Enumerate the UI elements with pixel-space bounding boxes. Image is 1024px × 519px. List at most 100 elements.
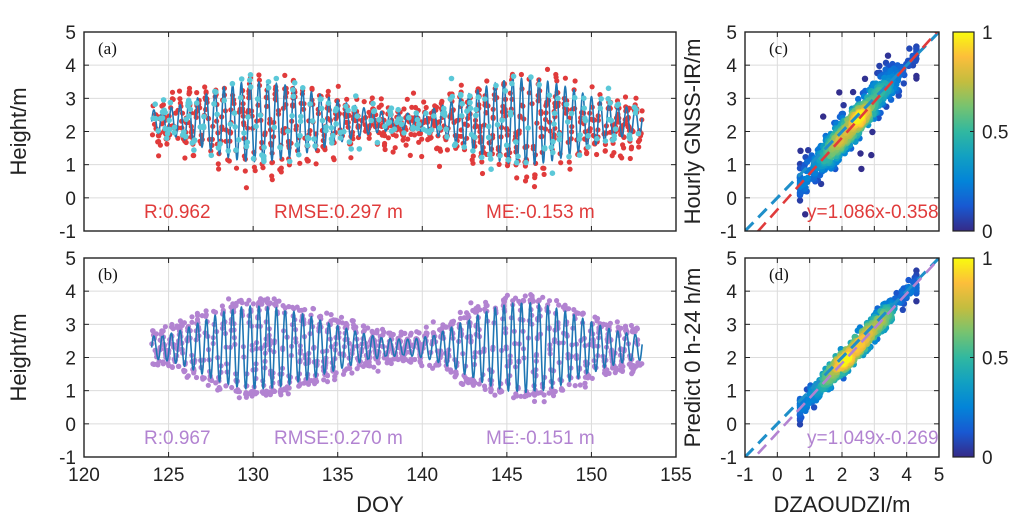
scatter-point bbox=[223, 383, 229, 389]
scatter-point bbox=[395, 106, 402, 113]
scatter-point bbox=[550, 138, 556, 145]
scatter-point bbox=[417, 130, 424, 137]
colorbar-tick-label: 0 bbox=[982, 448, 993, 469]
scatter-point bbox=[343, 103, 349, 110]
scatter-point bbox=[576, 136, 583, 142]
scatter-point bbox=[483, 299, 489, 305]
scatter-point bbox=[237, 94, 244, 101]
scatter-point bbox=[368, 117, 375, 124]
x-tick-label: 2 bbox=[837, 465, 848, 486]
scatter-point bbox=[797, 147, 804, 154]
scatter-point bbox=[395, 356, 401, 363]
x-tick-label: 4 bbox=[901, 465, 912, 486]
scatter-point bbox=[323, 127, 329, 134]
scatter-point bbox=[344, 96, 350, 102]
scatter-point bbox=[250, 155, 257, 162]
scatter-point bbox=[176, 363, 182, 369]
scatter-point bbox=[544, 66, 551, 72]
scatter-point bbox=[548, 144, 555, 151]
scatter-point bbox=[487, 151, 493, 157]
scatter-point bbox=[376, 117, 382, 123]
scatter-point bbox=[419, 153, 425, 160]
scatter-point bbox=[350, 322, 357, 328]
scatter-point bbox=[574, 310, 580, 316]
scatter-point bbox=[416, 121, 422, 127]
fit-line bbox=[753, 258, 939, 457]
scatter-point bbox=[169, 321, 175, 328]
scatter-point bbox=[554, 298, 560, 304]
scatter-point bbox=[540, 294, 546, 300]
scatter-point bbox=[521, 298, 527, 304]
scatter-point bbox=[191, 152, 197, 159]
scatter-point bbox=[472, 309, 478, 315]
y-tick-label: 5 bbox=[726, 249, 737, 270]
y-tick-label: 0 bbox=[726, 415, 737, 436]
scatter-point bbox=[297, 132, 303, 139]
scatter-point bbox=[242, 168, 248, 174]
scatter-point bbox=[417, 358, 423, 364]
scatter-point bbox=[600, 321, 607, 327]
scatter-point bbox=[162, 125, 168, 132]
scatter-point bbox=[267, 392, 273, 398]
scatter-point bbox=[479, 159, 485, 165]
scatter-point bbox=[605, 85, 612, 92]
scatter-point bbox=[485, 123, 492, 130]
scatter-point bbox=[369, 95, 375, 101]
scatter-point bbox=[478, 154, 485, 161]
scatter-point bbox=[582, 384, 588, 390]
scatter-point bbox=[465, 377, 471, 383]
scatter-point bbox=[528, 74, 534, 80]
scatter-point bbox=[297, 160, 303, 166]
scatter-point bbox=[433, 362, 439, 368]
scatter-point bbox=[804, 158, 811, 165]
scatter-point bbox=[400, 137, 406, 143]
scatter-point bbox=[346, 139, 353, 145]
scatter-point bbox=[317, 314, 323, 320]
scatter-point bbox=[307, 101, 313, 107]
y-tick-label: 2 bbox=[726, 349, 737, 370]
scatter-point bbox=[858, 165, 865, 173]
scatter-point bbox=[513, 139, 519, 145]
scatter-point bbox=[349, 370, 355, 376]
scatter-point bbox=[225, 148, 232, 154]
scatter-point bbox=[502, 295, 508, 301]
scatter-point bbox=[461, 144, 468, 150]
scatter-point bbox=[413, 110, 420, 116]
scatter-point bbox=[341, 128, 347, 135]
scatter-point bbox=[256, 72, 262, 78]
scatter-point bbox=[361, 323, 367, 329]
scatter-point bbox=[577, 132, 583, 138]
scatter-point bbox=[518, 71, 525, 78]
scatter-point bbox=[840, 102, 847, 109]
scatter-point bbox=[290, 93, 297, 100]
scatter-point bbox=[632, 110, 639, 116]
scatter-point bbox=[411, 132, 418, 138]
stat-r: R:0.962 bbox=[144, 202, 211, 223]
scatter-point bbox=[152, 101, 158, 107]
scatter-point bbox=[423, 324, 429, 330]
scatter-point bbox=[333, 370, 339, 376]
y-tick-label: 2 bbox=[65, 123, 76, 144]
scatter-point bbox=[328, 125, 335, 131]
scatter-point bbox=[468, 131, 475, 138]
scatter-point bbox=[458, 380, 464, 386]
scatter-point bbox=[273, 75, 280, 82]
scatter-point bbox=[370, 100, 376, 107]
y-tick-label: 4 bbox=[65, 56, 76, 77]
scatter-point bbox=[425, 136, 431, 142]
stat-me: ME:-0.153 m bbox=[486, 202, 595, 223]
scatter-point bbox=[857, 150, 864, 157]
scatter-point bbox=[276, 298, 282, 304]
scatter-point bbox=[305, 381, 312, 387]
scatter-point bbox=[906, 45, 913, 52]
scatter-point bbox=[458, 113, 465, 119]
scatter-point bbox=[629, 329, 635, 335]
scatter-point bbox=[247, 77, 253, 83]
scatter-point bbox=[436, 163, 443, 169]
scatter-point bbox=[510, 73, 517, 80]
scatter-point bbox=[371, 108, 377, 115]
scatter-point bbox=[401, 130, 407, 136]
y-tick-label: -1 bbox=[720, 448, 737, 469]
scatter-point bbox=[289, 113, 295, 119]
scatter-point bbox=[164, 141, 170, 147]
